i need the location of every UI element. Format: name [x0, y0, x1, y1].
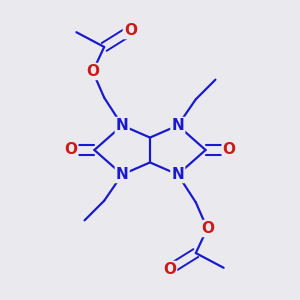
Text: O: O [86, 64, 99, 79]
Text: O: O [223, 142, 236, 158]
Text: N: N [116, 167, 129, 182]
Text: O: O [124, 23, 137, 38]
Text: N: N [171, 167, 184, 182]
Text: O: O [201, 221, 214, 236]
Text: N: N [171, 118, 184, 133]
Text: O: O [64, 142, 77, 158]
Text: O: O [163, 262, 176, 277]
Text: N: N [116, 118, 129, 133]
